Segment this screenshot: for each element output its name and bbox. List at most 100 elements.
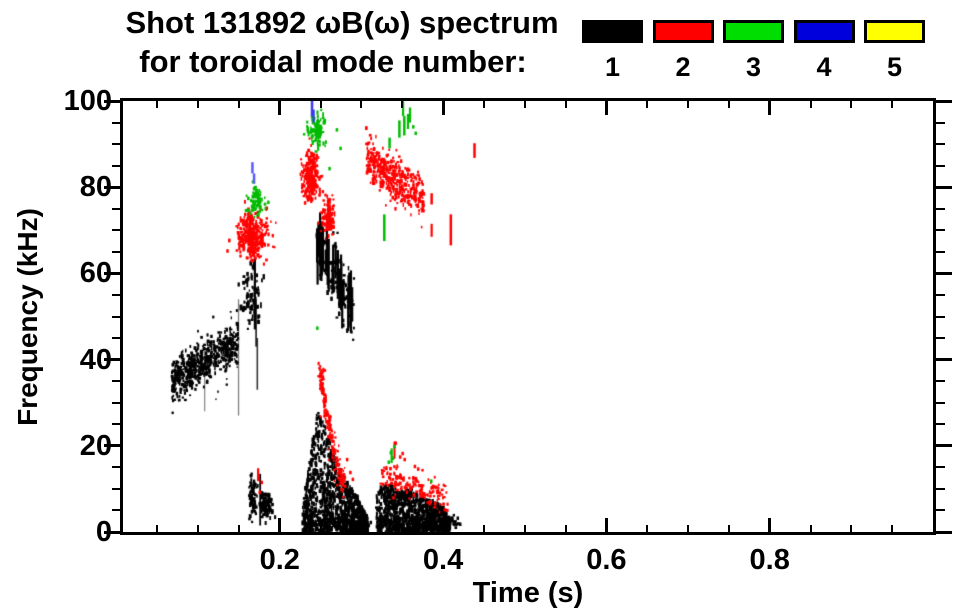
x-minor-tick <box>646 101 649 108</box>
x-major-tick <box>441 101 445 115</box>
x-minor-tick <box>156 525 159 532</box>
y-minor-tick <box>112 466 120 469</box>
y-minor-tick <box>112 143 120 146</box>
y-minor-tick <box>936 401 945 404</box>
x-minor-tick <box>401 101 404 108</box>
y-tick-label: 100 <box>63 85 112 117</box>
y-minor-tick <box>936 315 945 318</box>
x-minor-tick <box>850 525 853 532</box>
x-tick-label: 0.2 <box>259 544 300 576</box>
x-minor-tick <box>319 101 322 108</box>
y-major-tick <box>104 530 120 534</box>
y-minor-tick <box>112 293 120 296</box>
y-minor-tick <box>112 380 120 383</box>
x-minor-tick <box>197 525 200 532</box>
y-minor-tick <box>936 293 945 296</box>
y-minor-tick <box>112 487 120 490</box>
y-minor-tick <box>936 509 945 512</box>
legend-mode-label: 3 <box>745 52 762 82</box>
x-minor-tick <box>809 525 812 532</box>
y-major-tick <box>104 358 120 362</box>
y-minor-tick <box>112 250 120 253</box>
x-minor-tick <box>482 101 485 108</box>
legend-mode-label: 2 <box>675 52 691 82</box>
x-minor-tick <box>523 525 526 532</box>
y-major-tick <box>936 358 952 362</box>
x-tick-label: 0.8 <box>749 544 790 576</box>
x-minor-tick <box>237 525 240 532</box>
x-minor-tick <box>156 101 159 108</box>
x-minor-tick <box>809 101 812 108</box>
y-minor-tick <box>936 487 945 490</box>
x-minor-tick <box>687 101 690 108</box>
x-tick-label: 0.6 <box>586 544 627 576</box>
y-minor-tick <box>936 337 945 340</box>
y-tick-label: 20 <box>79 429 112 462</box>
y-minor-tick <box>936 229 945 232</box>
plot-area <box>120 98 936 535</box>
y-minor-tick <box>112 337 120 340</box>
x-minor-tick <box>319 525 322 532</box>
x-major-tick <box>278 101 282 115</box>
x-major-tick <box>278 518 282 532</box>
y-minor-tick <box>936 164 945 167</box>
x-minor-tick <box>237 101 240 108</box>
x-minor-tick <box>401 525 404 532</box>
x-major-tick <box>604 101 608 115</box>
x-minor-tick <box>727 525 730 532</box>
x-tick-label: 0.4 <box>422 544 464 576</box>
y-tick-label: 60 <box>79 257 112 290</box>
x-minor-tick <box>360 525 363 532</box>
legend-swatch-mode-5 <box>864 20 925 43</box>
y-axis-title: Frequency (kHz) <box>12 208 43 426</box>
legend-mode-label: 4 <box>816 52 832 82</box>
y-major-tick <box>936 99 952 103</box>
y-minor-tick <box>112 509 120 512</box>
y-tick-label: 0 <box>95 516 112 548</box>
legend-mode-label: 5 <box>886 52 903 82</box>
y-minor-tick <box>112 164 120 167</box>
x-minor-tick <box>360 101 363 108</box>
y-tick-label: 40 <box>79 343 112 376</box>
legend-mode-label: 1 <box>604 52 621 82</box>
y-tick-label: 80 <box>79 171 112 204</box>
x-major-tick <box>768 518 772 532</box>
y-minor-tick <box>112 401 120 404</box>
x-minor-tick <box>687 525 690 532</box>
y-major-tick <box>104 185 120 189</box>
x-minor-tick <box>850 101 853 108</box>
x-minor-tick <box>197 101 200 108</box>
y-major-tick <box>936 271 952 275</box>
x-minor-tick <box>482 525 485 532</box>
y-major-tick <box>936 530 952 534</box>
x-minor-tick <box>727 101 730 108</box>
legend-swatch-mode-1 <box>582 20 643 43</box>
y-minor-tick <box>936 121 945 124</box>
x-major-tick <box>768 101 772 115</box>
x-axis-title: Time (s) <box>472 577 584 609</box>
spectrum-canvas <box>123 101 933 532</box>
chart-title-line1: Shot 131892 ωB(ω) spectrum <box>125 5 559 40</box>
y-major-tick <box>104 99 120 103</box>
y-minor-tick <box>936 143 945 146</box>
y-minor-tick <box>936 423 945 426</box>
y-minor-tick <box>112 121 120 124</box>
y-major-tick <box>104 444 120 448</box>
legend-swatch-mode-4 <box>793 20 855 43</box>
chart-title-line2: for toroidal mode number: <box>139 44 527 79</box>
x-major-tick <box>441 518 445 532</box>
y-minor-tick <box>112 229 120 232</box>
y-minor-tick <box>112 207 120 210</box>
y-minor-tick <box>936 466 945 469</box>
x-minor-tick <box>891 525 894 532</box>
x-minor-tick <box>564 525 567 532</box>
legend-swatch-mode-3 <box>723 20 784 43</box>
x-minor-tick <box>891 101 894 108</box>
x-major-tick <box>604 518 608 532</box>
legend-swatch-mode-2 <box>652 20 714 43</box>
y-minor-tick <box>936 207 945 210</box>
y-minor-tick <box>936 250 945 253</box>
y-major-tick <box>104 271 120 275</box>
y-major-tick <box>936 444 952 448</box>
